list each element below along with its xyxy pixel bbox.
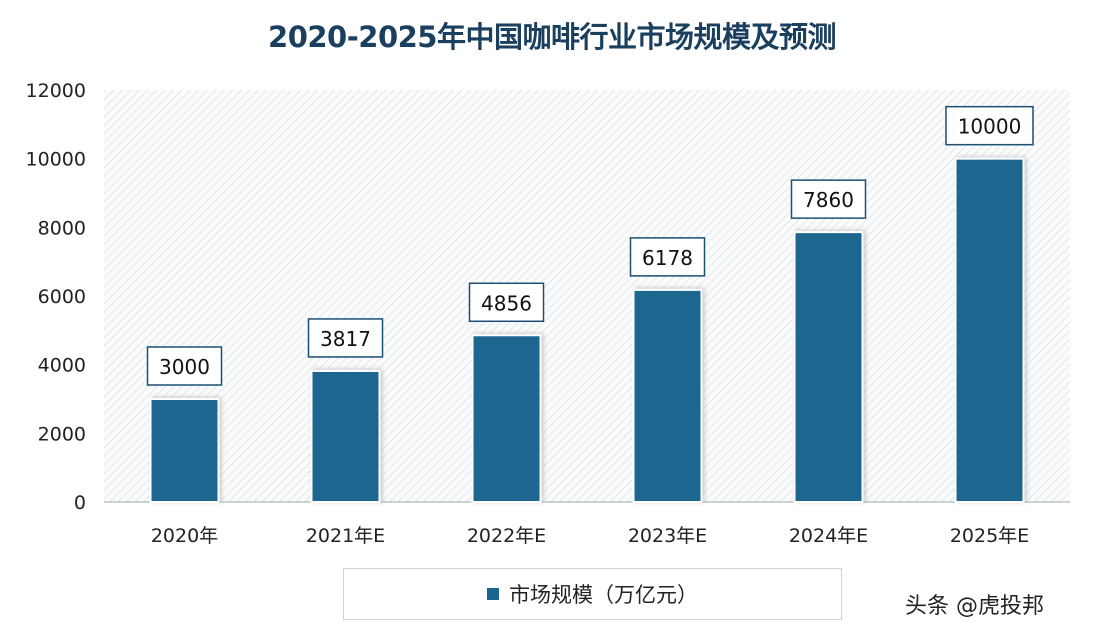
x-tick-label: 2025年E	[950, 525, 1029, 547]
chart-title: 2020-2025年中国咖啡行业市场规模及预测	[268, 20, 836, 54]
data-label: 4856	[481, 291, 532, 315]
data-label: 3817	[320, 327, 371, 351]
bar	[310, 369, 381, 504]
y-tick-label: 2000	[38, 423, 86, 445]
data-label-box	[468, 282, 545, 323]
legend-label: 市场规模（万亿元）	[509, 583, 698, 607]
bar	[954, 157, 1025, 504]
y-tick-label: 0	[74, 492, 86, 514]
data-label: 6178	[642, 246, 693, 270]
bar	[793, 231, 864, 503]
legend-swatch	[487, 588, 499, 600]
data-label-box	[629, 237, 706, 277]
x-tick-label: 2024年E	[789, 525, 868, 547]
watermark: 头条 @虎投邦	[905, 594, 1044, 619]
data-label-box	[790, 179, 867, 219]
x-tick-label: 2020年	[151, 525, 218, 547]
x-tick-label: 2021年E	[306, 525, 385, 547]
data-label: 3000	[159, 355, 210, 379]
legend: 市场规模（万亿元）	[343, 568, 842, 620]
y-tick-label: 10000	[26, 149, 86, 171]
plot-area	[104, 90, 1070, 502]
data-label-box	[945, 105, 1034, 146]
y-tick-label: 12000	[26, 80, 86, 102]
y-tick-label: 4000	[38, 355, 86, 377]
data-label: 10000	[958, 115, 1022, 139]
data-label-box	[146, 346, 223, 386]
x-tick-label: 2023年E	[628, 525, 707, 547]
bar	[149, 398, 220, 503]
y-tick-label: 6000	[38, 286, 86, 308]
bar	[471, 334, 542, 504]
data-label-box	[307, 318, 384, 358]
bar	[632, 288, 703, 503]
x-tick-label: 2022年E	[467, 525, 546, 547]
y-tick-label: 8000	[38, 217, 86, 239]
data-label: 7860	[803, 188, 854, 212]
